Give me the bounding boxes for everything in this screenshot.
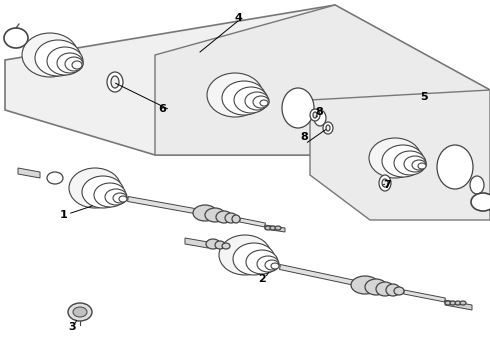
Ellipse shape (234, 87, 268, 113)
Ellipse shape (282, 88, 314, 128)
Text: 2: 2 (258, 274, 266, 284)
Polygon shape (240, 218, 266, 227)
Polygon shape (18, 168, 40, 178)
Ellipse shape (257, 256, 279, 272)
Ellipse shape (73, 307, 87, 317)
Polygon shape (310, 90, 490, 220)
Text: 1: 1 (60, 210, 68, 220)
Ellipse shape (233, 243, 275, 275)
Ellipse shape (105, 189, 127, 205)
Ellipse shape (205, 208, 225, 222)
Ellipse shape (65, 57, 83, 71)
Ellipse shape (193, 205, 217, 221)
Ellipse shape (351, 276, 379, 294)
Polygon shape (155, 5, 490, 155)
Ellipse shape (470, 176, 484, 194)
Ellipse shape (271, 263, 279, 269)
Ellipse shape (270, 226, 276, 230)
Ellipse shape (22, 33, 78, 77)
Ellipse shape (72, 61, 82, 69)
Ellipse shape (69, 168, 121, 208)
Ellipse shape (275, 226, 281, 230)
Ellipse shape (107, 72, 123, 92)
Ellipse shape (386, 284, 400, 296)
Ellipse shape (232, 215, 240, 223)
Ellipse shape (265, 226, 271, 230)
Text: 7: 7 (383, 180, 391, 190)
Ellipse shape (260, 100, 268, 106)
Ellipse shape (222, 243, 230, 249)
Text: 8: 8 (315, 107, 323, 117)
Ellipse shape (412, 160, 426, 170)
Ellipse shape (215, 241, 225, 249)
Polygon shape (185, 238, 208, 248)
Ellipse shape (222, 81, 266, 115)
Ellipse shape (313, 112, 317, 118)
Text: 4: 4 (234, 13, 242, 23)
Ellipse shape (119, 196, 127, 202)
Ellipse shape (323, 122, 333, 134)
Ellipse shape (404, 156, 426, 172)
Ellipse shape (216, 211, 232, 223)
Ellipse shape (310, 109, 320, 121)
Ellipse shape (35, 40, 81, 76)
Ellipse shape (314, 110, 326, 126)
Ellipse shape (382, 179, 388, 187)
Polygon shape (445, 300, 472, 310)
Text: 5: 5 (420, 92, 428, 102)
Ellipse shape (219, 235, 271, 275)
Ellipse shape (4, 28, 28, 48)
Ellipse shape (455, 301, 461, 305)
Ellipse shape (82, 176, 124, 208)
Ellipse shape (111, 76, 119, 88)
Ellipse shape (265, 260, 279, 270)
Polygon shape (127, 197, 200, 215)
Ellipse shape (94, 183, 126, 207)
Ellipse shape (445, 301, 451, 305)
Ellipse shape (47, 47, 83, 75)
Ellipse shape (47, 172, 63, 184)
Ellipse shape (376, 282, 394, 296)
Polygon shape (279, 265, 361, 287)
Ellipse shape (207, 73, 263, 117)
Ellipse shape (394, 151, 426, 175)
Ellipse shape (471, 193, 490, 211)
Text: 8: 8 (300, 132, 308, 142)
Text: 3: 3 (68, 322, 75, 332)
Ellipse shape (394, 287, 404, 295)
Polygon shape (404, 290, 445, 302)
Ellipse shape (253, 96, 269, 108)
Ellipse shape (68, 303, 92, 321)
Ellipse shape (418, 163, 426, 169)
Ellipse shape (225, 213, 237, 223)
Ellipse shape (437, 145, 473, 189)
Ellipse shape (369, 138, 421, 178)
Ellipse shape (379, 175, 391, 191)
Polygon shape (5, 5, 490, 155)
Ellipse shape (206, 239, 220, 249)
Ellipse shape (326, 125, 330, 131)
Ellipse shape (57, 53, 83, 73)
Ellipse shape (382, 145, 424, 177)
Text: 6: 6 (158, 104, 166, 114)
Polygon shape (265, 225, 285, 232)
Ellipse shape (365, 279, 387, 295)
Ellipse shape (246, 250, 278, 274)
Ellipse shape (113, 193, 127, 203)
Ellipse shape (450, 301, 456, 305)
Ellipse shape (460, 301, 466, 305)
Ellipse shape (245, 92, 269, 110)
